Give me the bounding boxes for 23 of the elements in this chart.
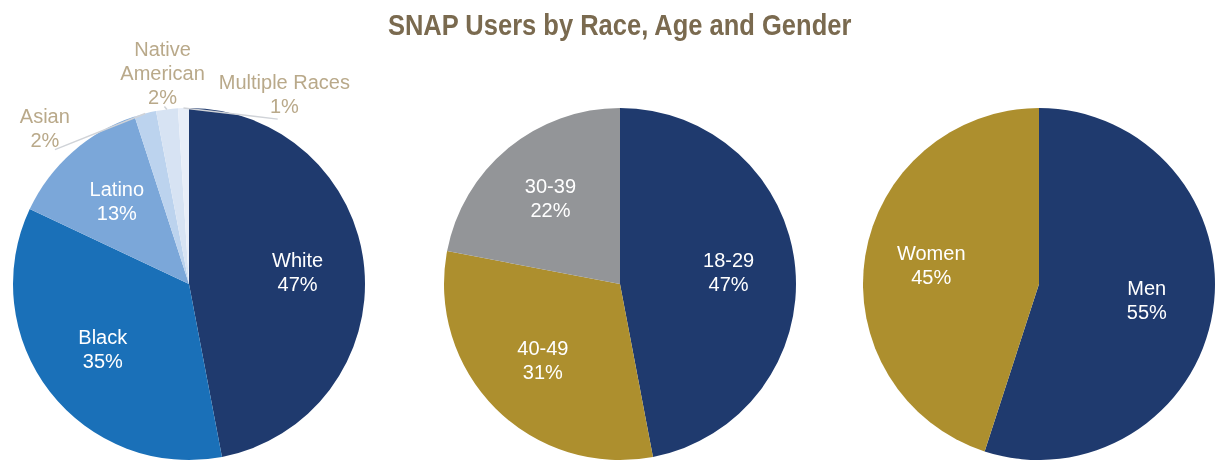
data-label: 22% bbox=[530, 199, 571, 222]
data-label: 35% bbox=[82, 350, 124, 373]
slice-label: Women bbox=[896, 242, 966, 265]
data-label: 13% bbox=[96, 201, 138, 224]
chart-title: SNAP Users by Race, Age and Gender bbox=[388, 8, 852, 42]
slice-label: White bbox=[272, 249, 324, 272]
data-label: 47% bbox=[277, 273, 318, 296]
slice-label: 18-29 bbox=[703, 249, 755, 272]
data-label: 47% bbox=[708, 273, 749, 296]
slice-label: Native American bbox=[120, 37, 205, 84]
data-label: 45% bbox=[911, 266, 952, 289]
slice-label: 30-39 bbox=[524, 175, 577, 198]
slice-label: Latino bbox=[89, 177, 145, 200]
slice-label: Men bbox=[1127, 276, 1167, 299]
data-label: 2% bbox=[148, 85, 178, 108]
slice-label: Asian bbox=[19, 105, 70, 128]
data-label: 55% bbox=[1126, 300, 1168, 323]
data-label: 1% bbox=[269, 95, 300, 118]
slice-label: Black bbox=[78, 326, 129, 349]
data-label: 31% bbox=[522, 360, 564, 383]
slice-label: Multiple Races bbox=[218, 71, 350, 94]
data-label: 2% bbox=[30, 129, 60, 152]
slice-label: 40-49 bbox=[517, 336, 569, 359]
